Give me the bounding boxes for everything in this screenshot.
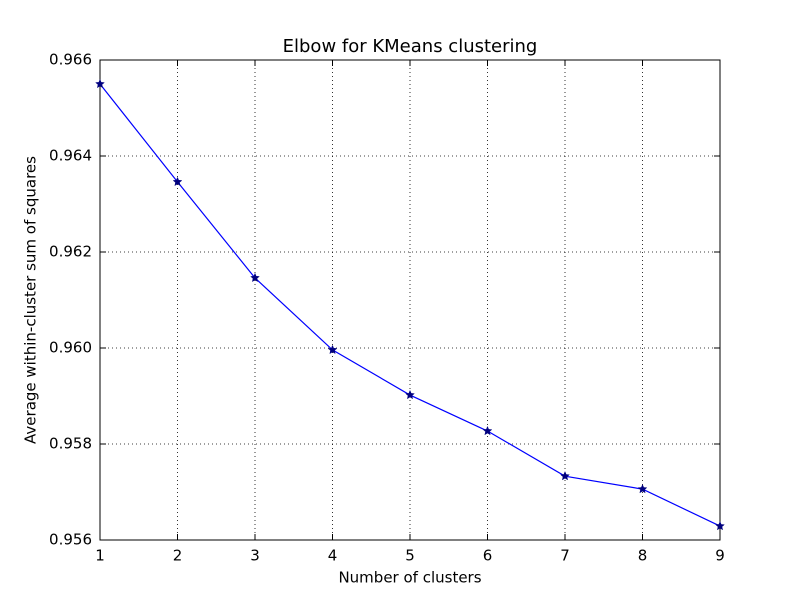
data-point (250, 272, 260, 283)
y-tick-label: 0.962 (49, 243, 92, 261)
x-tick-label: 1 (95, 547, 105, 565)
x-tick-label: 6 (483, 547, 493, 565)
data-point (560, 471, 570, 481)
x-tick-label: 8 (638, 547, 648, 565)
x-tick-label: 9 (715, 547, 725, 565)
x-tick-label: 5 (405, 547, 415, 565)
y-tick-label: 0.958 (49, 435, 92, 453)
data-point (327, 344, 338, 355)
y-tick-label: 0.960 (49, 339, 92, 357)
x-tick-label: 7 (560, 547, 570, 565)
y-tick-label: 0.964 (49, 147, 92, 165)
chart-title: Elbow for KMeans clustering (283, 36, 538, 57)
data-point (172, 176, 183, 187)
data-point (482, 425, 493, 436)
data-point (637, 483, 648, 494)
x-tick-label: 2 (173, 547, 183, 565)
x-tick-label: 4 (328, 547, 338, 565)
data-point (95, 78, 105, 89)
data-point (405, 389, 415, 400)
x-tick-label: 3 (250, 547, 260, 565)
data-point (715, 520, 725, 531)
y-tick-label: 0.966 (49, 51, 92, 69)
y-axis-label: Average within-cluster sum of squares (22, 156, 40, 444)
y-tick-label: 0.956 (49, 531, 92, 549)
x-axis-label: Number of clusters (338, 569, 481, 587)
plot-frame (99, 59, 721, 541)
